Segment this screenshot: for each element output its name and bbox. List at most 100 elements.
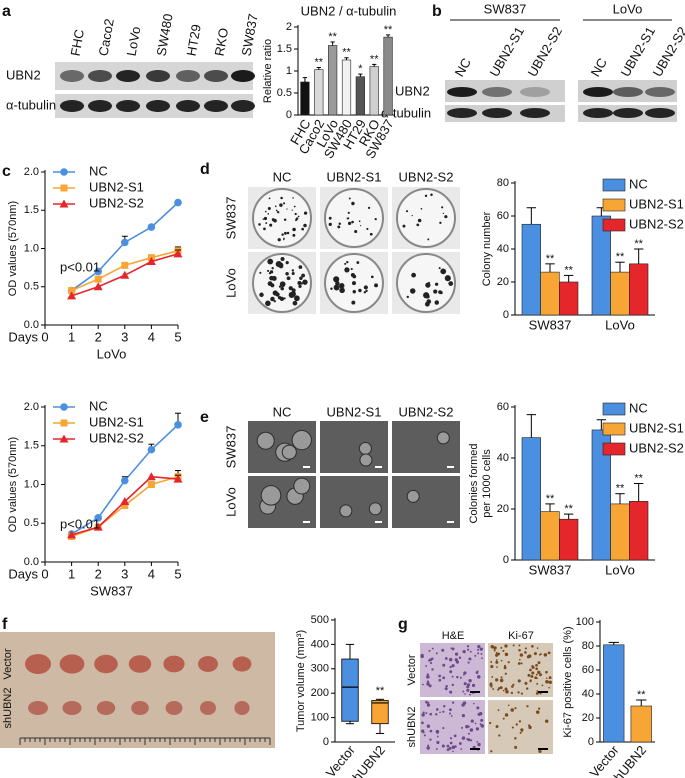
colony (279, 203, 283, 207)
colony (346, 260, 349, 264)
colony (448, 281, 454, 286)
nucleus (462, 690, 465, 693)
nucleus (444, 657, 448, 660)
nucleus (467, 648, 470, 651)
nucleus (498, 687, 501, 690)
colony (256, 431, 275, 450)
nucleus (500, 686, 503, 690)
colony (434, 300, 440, 305)
nucleus (491, 676, 494, 678)
nucleus (451, 675, 454, 678)
legend-marker (59, 434, 69, 443)
nucleus (518, 720, 522, 723)
colony (363, 291, 367, 294)
significance: ** (376, 685, 385, 697)
x-axis-label: LoVo (97, 346, 127, 361)
nucleus (442, 663, 446, 667)
colony (259, 271, 262, 274)
nucleus (451, 647, 455, 651)
lane-label: NC (588, 55, 610, 79)
chart-title: UBN2 / α-tubulin (301, 3, 397, 18)
nucleus (512, 644, 515, 647)
colony (270, 283, 275, 288)
nucleus (429, 658, 432, 662)
nucleus (524, 651, 527, 654)
significance: * (358, 63, 363, 75)
significance: ** (546, 253, 555, 265)
nucleus (431, 647, 434, 650)
y-axis-label: Colonies formed (468, 443, 480, 523)
x-tick-label: 0 (41, 566, 48, 581)
lane-label: UBN2-S2 (525, 24, 565, 79)
nucleus (535, 691, 539, 695)
y-tick-label: 200 (311, 687, 329, 699)
nucleus (448, 657, 453, 662)
blot-band (146, 70, 170, 82)
photo (420, 643, 485, 697)
marker (120, 270, 130, 279)
nucleus (539, 673, 543, 677)
colony (273, 300, 276, 303)
colony (302, 228, 304, 231)
significance: ** (616, 251, 625, 263)
colony (283, 238, 285, 241)
blot-band (176, 70, 200, 82)
annotation: p<0.01 (60, 259, 100, 274)
nucleus (517, 662, 521, 665)
row-label: α-tubulin (381, 105, 431, 120)
tumor (165, 701, 183, 715)
colony (346, 217, 349, 220)
blot-band (204, 70, 228, 82)
colony (291, 269, 295, 272)
nucleus (518, 644, 521, 647)
nucleus (514, 737, 517, 740)
nucleus (449, 741, 453, 745)
x-tick-label: 3 (121, 566, 128, 581)
nucleus (492, 688, 495, 690)
y-tick-label: 20 (582, 712, 594, 724)
nucleus (514, 707, 517, 710)
colony (423, 292, 430, 299)
blot-band (583, 87, 613, 97)
colony (299, 276, 303, 281)
nucleus (500, 646, 503, 649)
colony (275, 209, 278, 212)
nucleus (480, 718, 484, 722)
nucleus (527, 654, 532, 658)
nucleus (507, 661, 510, 664)
colony (370, 275, 374, 279)
colony (444, 275, 451, 282)
colony (330, 287, 333, 290)
colony (279, 281, 286, 288)
colony (279, 262, 284, 268)
legend-marker (60, 419, 68, 427)
colony (303, 211, 308, 215)
marker (120, 497, 130, 506)
colony (335, 281, 340, 286)
y-tick-label: 2.0 (24, 166, 39, 178)
photo (392, 421, 460, 473)
nucleus (536, 690, 539, 692)
nucleus (472, 702, 475, 705)
legend-label: UBN2-S1 (89, 179, 144, 194)
nucleus (454, 745, 457, 748)
bar (314, 69, 324, 116)
tumor (62, 701, 82, 715)
nucleus (425, 700, 428, 704)
tumor (96, 701, 116, 715)
colony (263, 216, 268, 221)
significance: ** (637, 689, 646, 701)
colony (337, 225, 341, 229)
legend-swatch (602, 422, 626, 436)
nucleus (504, 652, 509, 657)
y-axis-label: Relative ratio (262, 39, 274, 103)
nucleus (462, 650, 466, 654)
nucleus (511, 685, 514, 688)
nucleus (450, 715, 453, 717)
blot-band (520, 87, 550, 97)
colony (440, 268, 447, 275)
nucleus (535, 663, 538, 667)
nucleus (449, 737, 453, 740)
nucleus (435, 713, 438, 716)
colony (344, 267, 350, 273)
